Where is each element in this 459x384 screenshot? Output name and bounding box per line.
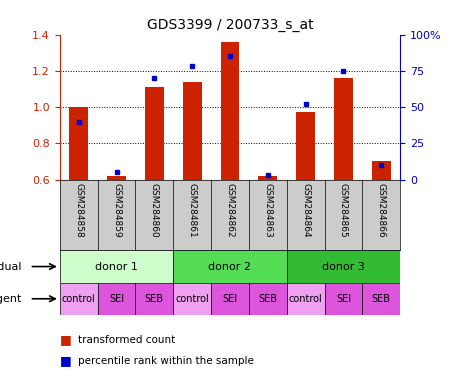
Text: percentile rank within the sample: percentile rank within the sample xyxy=(78,356,253,366)
Text: ■: ■ xyxy=(60,333,72,346)
Bar xyxy=(60,250,173,283)
Title: GDS3399 / 200733_s_at: GDS3399 / 200733_s_at xyxy=(146,18,313,32)
Text: SEB: SEB xyxy=(371,294,390,304)
Text: transformed count: transformed count xyxy=(78,335,175,345)
Text: SEB: SEB xyxy=(258,294,277,304)
Bar xyxy=(211,283,248,315)
Bar xyxy=(258,176,277,180)
Bar xyxy=(324,283,362,315)
Bar xyxy=(248,283,286,315)
Text: GSM284859: GSM284859 xyxy=(112,183,121,238)
Text: control: control xyxy=(175,294,208,304)
Bar xyxy=(173,250,286,283)
Text: SEI: SEI xyxy=(335,294,350,304)
Text: ■: ■ xyxy=(60,354,72,367)
Text: control: control xyxy=(62,294,95,304)
Text: GSM284863: GSM284863 xyxy=(263,183,272,238)
Bar xyxy=(220,42,239,180)
Bar xyxy=(107,176,126,180)
Bar xyxy=(371,161,390,180)
Text: GSM284864: GSM284864 xyxy=(301,183,309,238)
Bar xyxy=(333,78,352,180)
Text: GSM284861: GSM284861 xyxy=(187,183,196,238)
Text: SEI: SEI xyxy=(222,294,237,304)
Bar xyxy=(60,283,97,315)
Bar xyxy=(97,283,135,315)
Bar xyxy=(362,283,399,315)
Bar xyxy=(145,87,163,180)
Text: control: control xyxy=(288,294,322,304)
Text: donor 1: donor 1 xyxy=(95,262,138,271)
Text: GSM284862: GSM284862 xyxy=(225,183,234,238)
Bar xyxy=(296,113,314,180)
Bar xyxy=(182,82,201,180)
Bar xyxy=(173,283,211,315)
Bar xyxy=(69,107,88,180)
Text: GSM284860: GSM284860 xyxy=(150,183,158,238)
Bar xyxy=(286,283,324,315)
Text: donor 2: donor 2 xyxy=(208,262,251,271)
Bar xyxy=(135,283,173,315)
Text: GSM284866: GSM284866 xyxy=(376,183,385,238)
Text: GSM284858: GSM284858 xyxy=(74,183,83,238)
Text: SEI: SEI xyxy=(109,294,124,304)
Text: SEB: SEB xyxy=(145,294,163,304)
Text: agent: agent xyxy=(0,294,22,304)
Text: individual: individual xyxy=(0,262,22,271)
Text: donor 3: donor 3 xyxy=(321,262,364,271)
Text: GSM284865: GSM284865 xyxy=(338,183,347,238)
Bar xyxy=(286,250,399,283)
